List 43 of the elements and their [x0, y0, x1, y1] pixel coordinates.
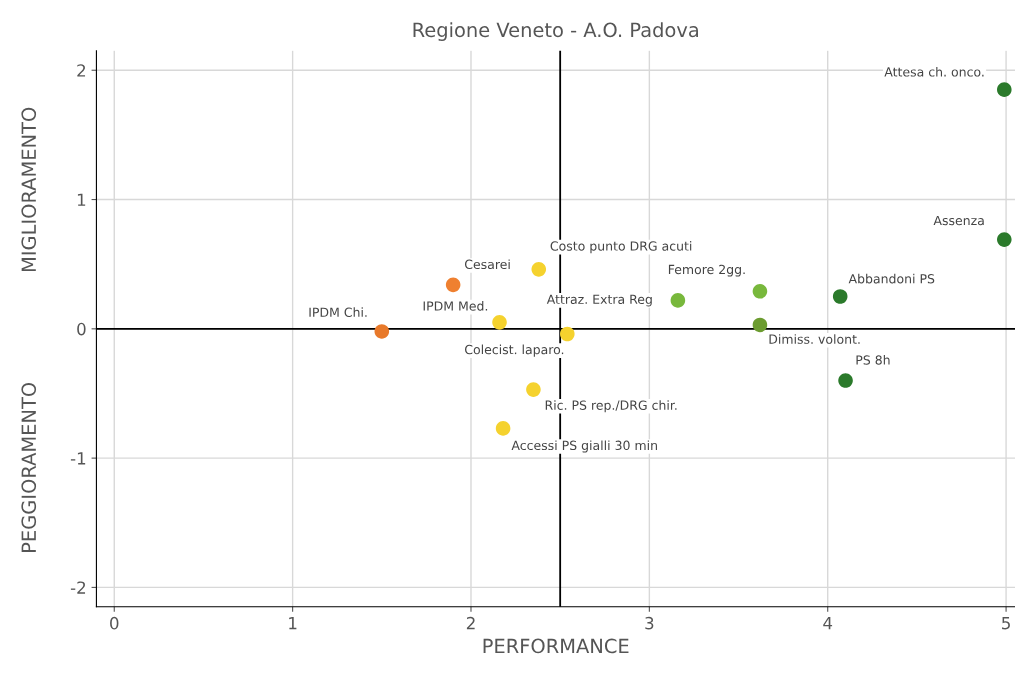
series-label: PS 8h	[856, 355, 890, 365]
point	[374, 324, 390, 339]
x-tick-label: 5	[1002, 617, 1010, 630]
point	[752, 317, 768, 333]
x-axis-title: PERFORMANCE	[483, 638, 629, 654]
point	[526, 382, 541, 397]
point	[495, 421, 511, 436]
text: MIGLIORAMENTO	[21, 107, 37, 272]
chart-title: Regione Veneto - A.O. Padova	[413, 22, 698, 41]
series-label: Colecist. laparo.	[465, 344, 564, 357]
series-label: Ric. PS rep./DRG chir.	[545, 400, 677, 413]
point	[997, 82, 1012, 97]
point	[492, 315, 507, 330]
y-tick-label: 0	[77, 322, 86, 336]
x-tick-label: 0	[110, 616, 119, 630]
point	[560, 326, 575, 342]
point	[670, 293, 686, 308]
series-label: Attraz. Extra Reg	[546, 294, 652, 307]
point	[752, 284, 768, 299]
point	[838, 373, 853, 388]
series-label: Accessi PS gialli 30 min	[511, 440, 657, 453]
x-tick-label: 1	[289, 617, 297, 630]
x-tick-label: 3	[645, 616, 654, 630]
point	[832, 289, 848, 304]
text: PEGGIORAMENTO	[21, 382, 37, 552]
series-label: Femore 2gg.	[668, 264, 745, 277]
point	[997, 232, 1012, 247]
x-tick-label: 2	[466, 616, 475, 630]
series-label: IPDM Chi.	[309, 307, 367, 317]
point	[531, 262, 547, 277]
series-label: Abbandoni PS	[848, 273, 935, 284]
y-tick-label: -2	[70, 581, 86, 594]
y-tick-label: 1	[77, 193, 86, 206]
series-label: Assenza	[933, 215, 984, 226]
series-label: Attesa ch. onco.	[884, 66, 984, 77]
y-tick-label: 2	[77, 64, 86, 77]
series-label: Cesarei	[464, 259, 510, 270]
y-tick-label: -1	[70, 452, 86, 465]
series-label: Costo punto DRG acuti	[550, 241, 692, 254]
series-label: IPDM Med.	[423, 301, 488, 311]
series-label: Dimiss. volont.	[769, 334, 860, 344]
point	[445, 277, 461, 293]
x-tick-label: 4	[823, 617, 833, 630]
